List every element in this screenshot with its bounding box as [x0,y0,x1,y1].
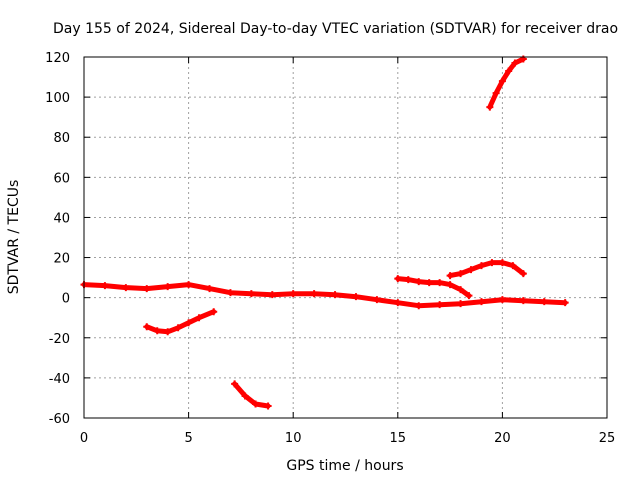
data-point [415,302,423,310]
y-tick-label: 0 [62,292,70,307]
data-point [498,296,506,304]
x-tick-label: 20 [494,431,511,446]
data-point [241,392,249,400]
data-point [101,282,109,290]
data-point [247,290,255,298]
data-point [457,286,465,294]
data-point [477,262,485,270]
y-tick-label: -40 [49,372,70,387]
data-point [264,402,272,410]
data-point [185,281,193,289]
data-point [467,266,475,274]
data-point [394,299,402,307]
data-point [540,298,548,306]
chart-title: Day 155 of 2024, Sidereal Day-to-day VTE… [53,21,618,37]
data-point [446,272,454,280]
data-point [519,270,527,278]
data-point [436,301,444,309]
data-point [394,275,402,283]
data-point [206,285,214,293]
data-point [511,59,519,67]
data-point [210,308,218,316]
data-point [404,276,412,284]
grid [84,57,607,418]
data-point [153,327,161,335]
data-point [143,285,151,293]
y-axis-label: SDTVAR / TECUs [6,180,22,295]
data-point [268,291,276,299]
y-tick-label: -20 [49,332,70,347]
data-point [436,279,444,287]
data-point [486,103,494,111]
data-point [498,259,506,267]
y-axis: -60 -40 -20 0 20 40 60 80 100 120 [45,51,607,427]
data-point [457,300,465,308]
series-layer [80,55,569,410]
data-point [231,380,239,388]
data-point [164,283,172,291]
data-point [446,281,454,289]
data-point [492,89,500,97]
y-tick-label: 100 [45,91,70,106]
data-point [174,324,182,332]
data-point [519,297,527,305]
data-point [465,292,473,300]
series-track-6 [487,56,526,110]
x-tick-label: 15 [390,431,407,446]
x-tick-label: 0 [80,431,88,446]
data-point [425,279,433,287]
data-point [509,262,517,270]
data-point [488,259,496,267]
series-track-1 [81,282,568,309]
data-point [185,319,193,327]
x-axis: 0 5 10 15 20 25 [80,57,615,446]
data-point [477,298,485,306]
data-point [373,296,381,304]
data-point [164,328,172,336]
data-point [457,270,465,278]
data-point [352,293,360,301]
data-point [143,323,151,331]
x-axis-label: GPS time / hours [286,458,403,474]
data-point [289,290,297,298]
y-tick-label: 40 [53,211,70,226]
data-point [561,299,569,307]
x-tick-label: 5 [184,431,192,446]
data-point [415,278,423,286]
data-point [122,284,130,292]
data-point [226,289,234,297]
x-tick-label: 10 [285,431,302,446]
data-point [252,400,260,408]
data-point [195,314,203,322]
x-tick-label: 25 [599,431,616,446]
y-tick-label: 60 [53,171,70,186]
series-track-3 [232,381,271,409]
data-point [331,291,339,299]
y-tick-label: 80 [53,131,70,146]
y-tick-label: -60 [49,412,70,427]
plot-frame [83,56,608,419]
y-tick-label: 20 [53,252,70,267]
data-point [310,290,318,298]
y-tick-label: 120 [45,51,70,66]
data-point [505,67,513,75]
data-point [498,77,506,85]
